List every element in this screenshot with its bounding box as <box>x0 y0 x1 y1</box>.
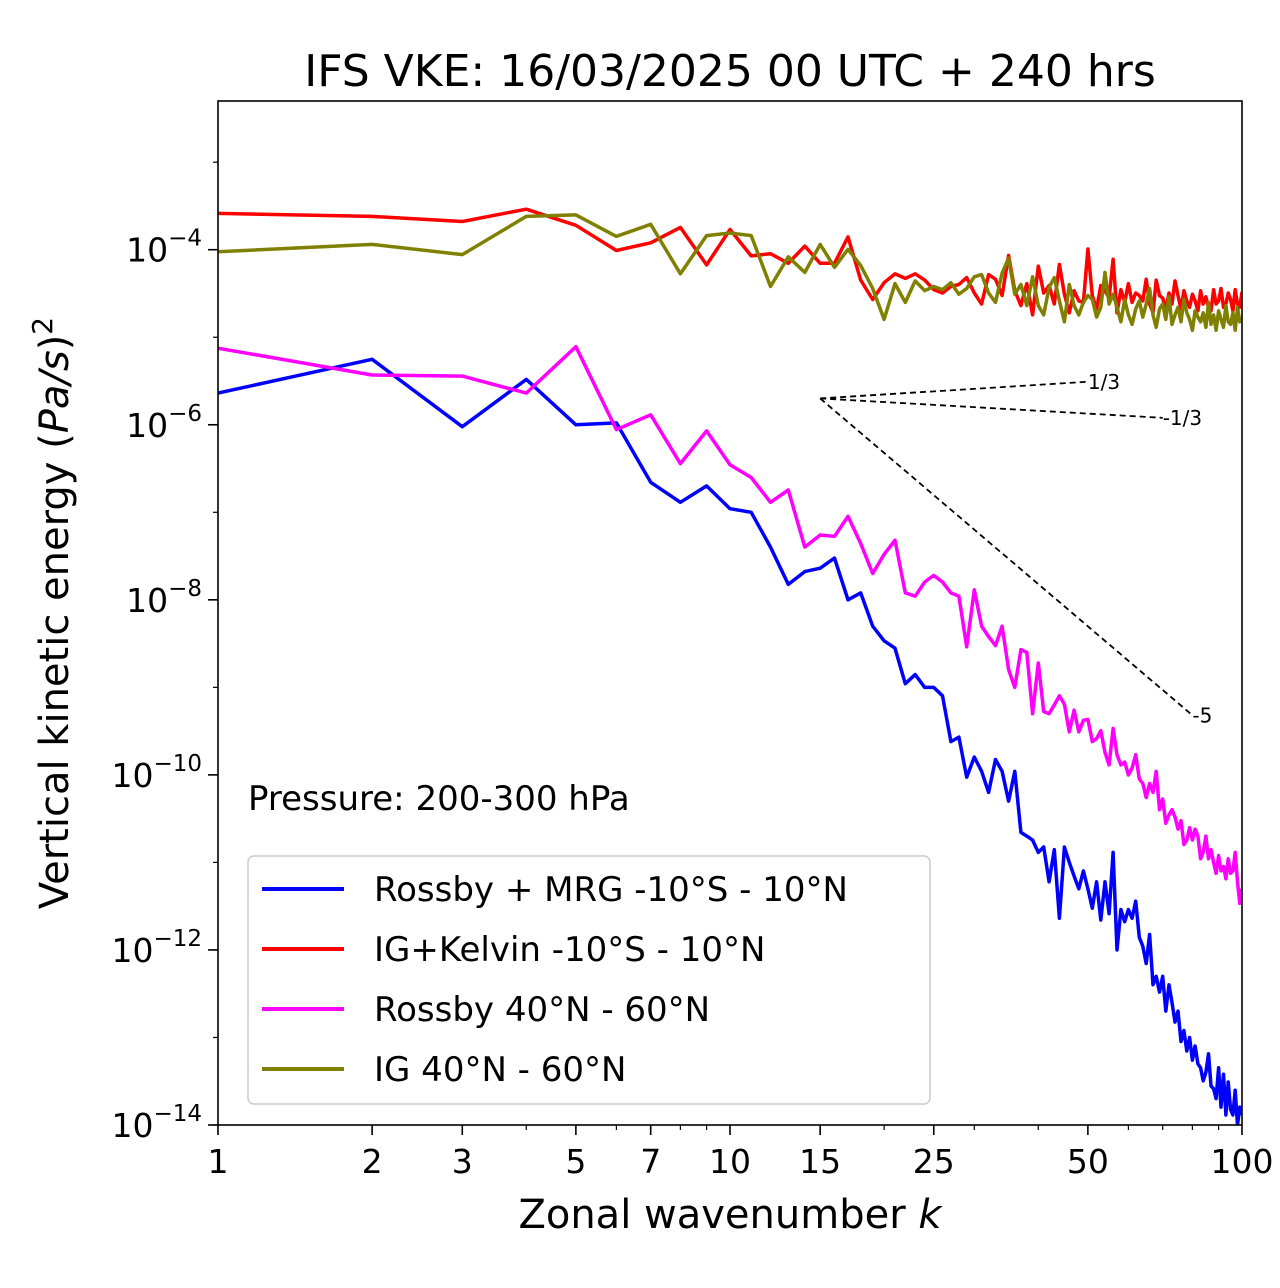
x-tick-label: 100 <box>1211 1142 1274 1181</box>
legend-label-1: Rossby + MRG -10°S - 10°N <box>374 870 848 910</box>
plot-area: 1/3 -1/3 -5 <box>217 100 1243 1126</box>
legend-box <box>247 855 931 1105</box>
reference-line-3 <box>819 397 1193 716</box>
y-axis: 10−14 10−12 10−10 10−8 10−6 10−4 <box>111 161 218 1145</box>
x-axis-label: Zonal wavenumber k <box>518 1192 943 1238</box>
x-tick-label: 5 <box>565 1142 586 1181</box>
x-tick-label: 1 <box>208 1142 229 1181</box>
chart-title: IFS VKE: 16/03/2025 00 UTC + 240 hrs <box>304 46 1156 97</box>
x-tick-label: 7 <box>640 1142 661 1181</box>
reference-lines: 1/3 -1/3 -5 <box>819 370 1212 727</box>
series-line-3 <box>218 344 1242 906</box>
x-axis: 1 2 3 5 7 10 15 25 50 100 <box>208 1125 1274 1181</box>
y-tick-label: 10−10 <box>111 751 202 795</box>
series-line-1 <box>218 357 1242 1125</box>
x-tick-label: 10 <box>709 1142 751 1181</box>
reference-line-1 <box>820 380 1088 400</box>
reference-label-3: -5 <box>1192 703 1212 727</box>
legend-label-3: Rossby 40°N - 60°N <box>374 990 710 1030</box>
x-tick-label: 15 <box>799 1142 841 1181</box>
x-tick-label: 3 <box>452 1142 473 1181</box>
y-tick-label: 10−14 <box>111 1101 202 1145</box>
series-layer <box>218 207 1242 1125</box>
series-line-2 <box>218 207 1242 317</box>
y-tick-label: 10−4 <box>126 226 202 270</box>
y-axis-label: Vertical kinetic energy (Pa/s)2 <box>26 317 78 909</box>
legend-label-4: IG 40°N - 60°N <box>374 1050 626 1090</box>
x-tick-label: 50 <box>1067 1142 1109 1181</box>
y-tick-label: 10−8 <box>126 576 202 620</box>
y-tick-label: 10−12 <box>111 926 202 970</box>
x-tick-label: 25 <box>913 1142 955 1181</box>
reference-label-2: -1/3 <box>1163 406 1202 430</box>
pressure-annotation: Pressure: 200-300 hPa <box>248 779 630 819</box>
y-tick-label: 10−6 <box>126 401 202 445</box>
x-tick-label: 2 <box>362 1142 383 1181</box>
reference-line-2 <box>820 397 1163 419</box>
legend-label-2: IG+Kelvin -10°S - 10°N <box>374 930 765 970</box>
series-line-4 <box>218 213 1242 333</box>
reference-label-1: 1/3 <box>1088 370 1120 394</box>
legend: Rossby + MRG -10°S - 10°N IG+Kelvin -10°S… <box>247 855 931 1105</box>
